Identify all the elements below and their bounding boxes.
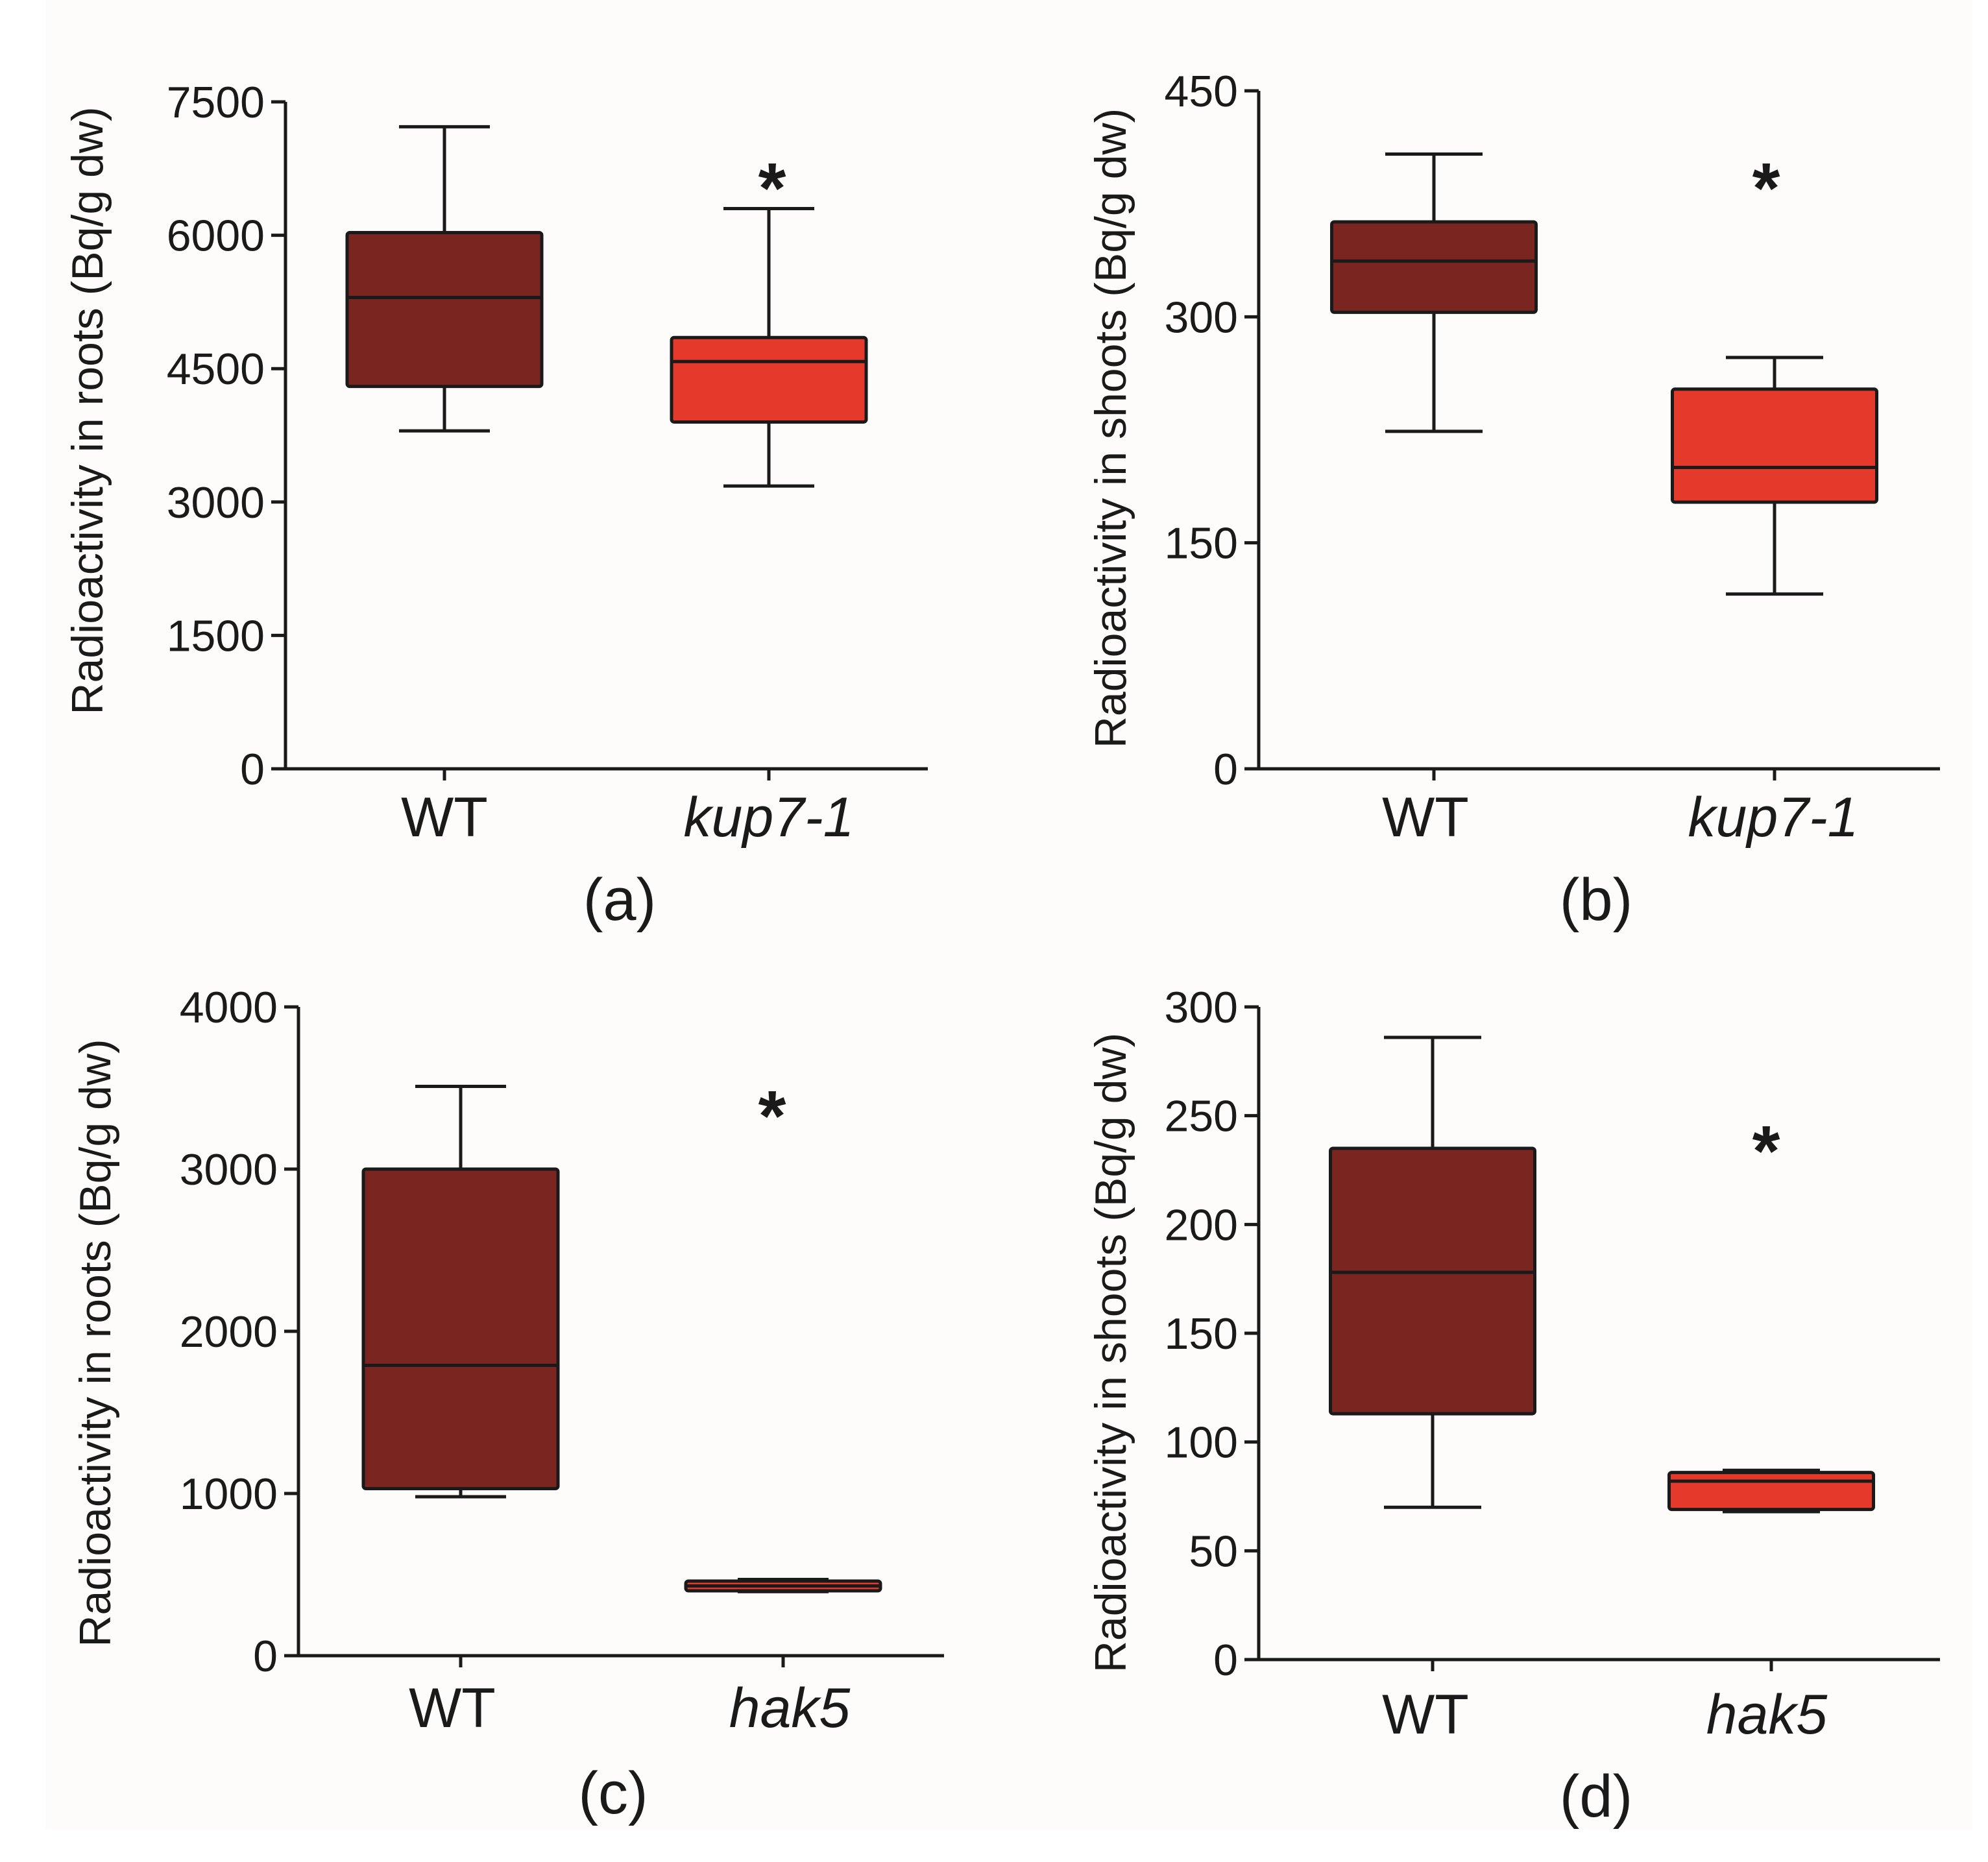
significance-marker: * [758, 149, 786, 228]
y-tick-label: 1500 [167, 611, 265, 660]
box-mutant [670, 206, 868, 488]
y-tick-label: 0 [240, 745, 265, 794]
y-axis-label: Radioactivity in shoots (Bq/g dw) [1086, 108, 1135, 748]
box-wt [1329, 1035, 1536, 1509]
panel-label: (d) [1560, 1763, 1632, 1830]
y-tick-label: 4000 [180, 983, 278, 1032]
iqr-box [1330, 220, 1538, 314]
iqr-box [345, 230, 544, 389]
panel-label: (a) [583, 867, 656, 933]
box-mutant [1667, 1468, 1875, 1514]
y-tick-label: 150 [1165, 519, 1238, 568]
y-axis-label: Radioactivity in shoots (Bq/g dw) [1086, 1033, 1135, 1673]
y-tick-label: 100 [1165, 1418, 1238, 1468]
panel-label: (c) [578, 1760, 648, 1826]
significance-marker: * [758, 1076, 786, 1156]
panel-d: Radioactivity in shoots (Bq/g dw) WT hak… [1086, 983, 1940, 1830]
panel-label: (b) [1560, 867, 1632, 933]
y-tick-label: 4500 [167, 345, 265, 394]
category-label-wt: WT [1382, 1684, 1469, 1746]
y-tick-label: 50 [1189, 1527, 1238, 1576]
category-label-mutant: kup7-1 [684, 786, 855, 849]
y-tick-label: 3000 [180, 1145, 278, 1194]
y-tick-label: 300 [1165, 293, 1238, 342]
y-tick-label: 200 [1165, 1200, 1238, 1250]
y-tick-label: 6000 [167, 212, 265, 261]
y-tick-label: 300 [1165, 983, 1238, 1032]
y-tick-label: 3000 [167, 478, 265, 527]
y-tick-label: 0 [1213, 1636, 1238, 1685]
y-tick-label: 150 [1165, 1309, 1238, 1359]
iqr-box [1667, 1471, 1875, 1512]
y-tick-label: 450 [1165, 67, 1238, 116]
category-label-wt: WT [409, 1677, 496, 1739]
box-mutant [684, 1578, 882, 1593]
category-label-mutant: hak5 [1706, 1684, 1828, 1746]
y-axis-label: Radioactivity in roots (Bq/g dw) [71, 1039, 120, 1647]
iqr-box [361, 1167, 560, 1490]
y-axis-label: Radioactivity in roots (Bq/g dw) [63, 106, 112, 714]
significance-marker: * [1752, 149, 1780, 228]
box-wt [361, 1085, 560, 1499]
y-tick-label: 0 [253, 1632, 278, 1681]
box-wt [1330, 152, 1538, 433]
y-tick-label: 250 [1165, 1092, 1238, 1141]
panel-a: Radioactivity in roots (Bq/g dw) WT kup7… [63, 78, 928, 933]
iqr-box [670, 335, 868, 424]
category-label-mutant: hak5 [729, 1677, 851, 1739]
box-wt [345, 125, 544, 433]
y-tick-label: 2000 [180, 1307, 278, 1357]
iqr-box [1671, 387, 1878, 504]
box-mutant [1671, 356, 1878, 596]
iqr-box [1329, 1146, 1536, 1416]
y-tick-label: 7500 [167, 78, 265, 127]
panel-c: Radioactivity in roots (Bq/g dw) WT hak5… [71, 983, 944, 1826]
figure-paper [45, 0, 1972, 1830]
category-label-wt: WT [1382, 786, 1469, 849]
panel-b: Radioactivity in shoots (Bq/g dw) WT kup… [1086, 67, 1940, 933]
y-tick-label: 0 [1213, 745, 1238, 794]
category-label-mutant: kup7-1 [1688, 786, 1859, 849]
category-label-wt: WT [401, 786, 488, 849]
y-tick-label: 1000 [180, 1469, 278, 1519]
significance-marker: * [1752, 1111, 1780, 1191]
